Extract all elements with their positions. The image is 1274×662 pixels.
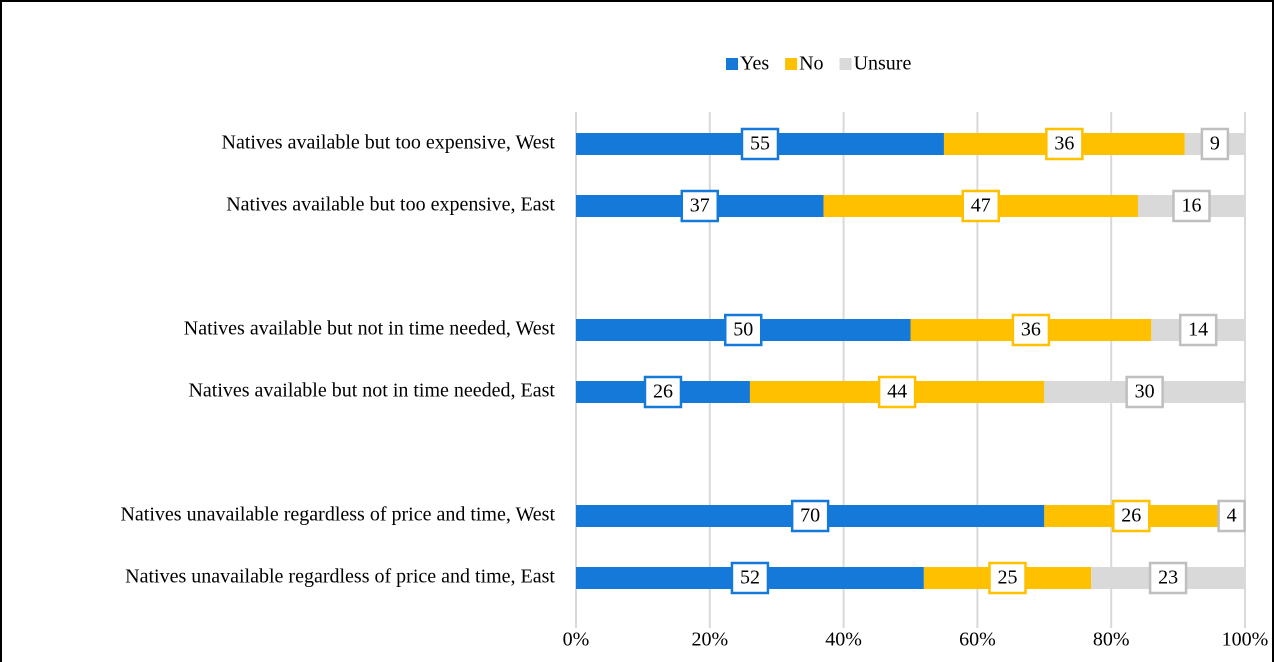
category-label: Natives available but not in time needed…: [184, 318, 556, 340]
value-label: 14: [1188, 319, 1208, 341]
x-tick-label: 40%: [825, 629, 862, 651]
value-label: 70: [800, 505, 820, 527]
legend-label: No: [799, 53, 823, 75]
value-label-box: [790, 499, 830, 533]
x-tick-label: 60%: [959, 629, 996, 651]
value-label: 23: [1158, 567, 1178, 589]
value-label-box: [1045, 127, 1084, 161]
value-label: 55: [750, 133, 770, 155]
value-label: 26: [653, 381, 673, 403]
category-label: Natives unavailable regardless of price …: [120, 504, 555, 526]
legend-swatch: [839, 58, 852, 70]
value-label: 44: [887, 381, 907, 403]
value-label: 25: [998, 567, 1018, 589]
value-label: 50: [733, 319, 753, 341]
legend-swatch: [726, 58, 738, 70]
value-label: 16: [1181, 195, 1201, 217]
value-label-box: [1011, 313, 1051, 347]
value-label: 9: [1210, 133, 1220, 155]
value-label: 26: [1121, 505, 1141, 527]
value-label: 36: [1054, 133, 1074, 155]
category-label: Natives available but too expensive, Wes…: [222, 132, 556, 154]
x-tick-label: 20%: [691, 629, 728, 651]
value-label-box: [961, 189, 1000, 223]
value-label: 52: [740, 567, 760, 589]
category-label: Natives unavailable regardless of price …: [125, 566, 555, 588]
value-label: 4: [1227, 505, 1237, 527]
value-label-box: [1112, 499, 1151, 533]
value-label: 37: [690, 195, 710, 217]
value-label: 36: [1021, 319, 1041, 341]
value-label-box: [643, 375, 683, 409]
value-label-box: [740, 127, 780, 161]
x-tick-label: 80%: [1093, 629, 1130, 651]
value-label-box: [988, 561, 1027, 595]
value-label: 47: [971, 195, 991, 217]
value-label-box: [680, 189, 720, 223]
category-label: Natives available but not in time needed…: [188, 380, 555, 402]
value-label: 30: [1135, 381, 1155, 403]
value-label-box: [730, 561, 770, 595]
value-label-box: [1178, 313, 1218, 347]
value-label-box: [1172, 189, 1211, 223]
value-label-box: [877, 375, 917, 409]
x-tick-label: 100%: [1222, 629, 1269, 651]
value-label-box: [1200, 127, 1230, 161]
x-tick-label: 0%: [563, 629, 590, 651]
value-label-box: [1148, 561, 1188, 595]
category-label: Natives available but too expensive, Eas…: [226, 194, 555, 216]
value-label-box: [1217, 499, 1246, 533]
legend-label: Yes: [740, 53, 769, 75]
legend-label: Unsure: [854, 53, 912, 75]
legend-swatch: [785, 58, 798, 70]
value-label-box: [1125, 375, 1164, 409]
value-label-box: [724, 313, 763, 347]
